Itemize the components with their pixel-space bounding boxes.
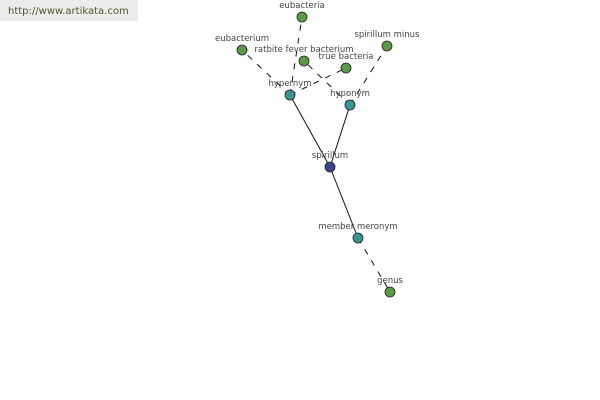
node-eubacteria[interactable] [296,11,308,23]
node-label-hypernym: hypernym [268,79,311,89]
node-hyponym[interactable] [344,99,356,111]
node-label-true_bacteria: true bacteria [318,52,373,62]
node-label-member_meronym: member meronym [318,222,397,232]
node-spirillum[interactable] [324,161,336,173]
node-genus[interactable] [384,286,396,298]
node-hypernym[interactable] [284,89,296,101]
edge-hypernym-eubacterium [241,49,291,96]
edge-spirillum-member_meronym [329,166,359,239]
node-label-hyponym: hyponym [330,89,370,99]
edge-hypernym-true_bacteria [289,67,347,96]
node-member_meronym[interactable] [352,232,364,244]
edge-member_meronym-genus [357,237,391,293]
edge-spirillum-hypernym [289,94,331,168]
node-label-spirillum_minus: spirillum minus [355,30,421,40]
edge-hypernym-eubacteria [289,16,303,96]
edge-spirillum-hyponym [329,104,351,168]
site-link[interactable]: http://www.artikata.com [0,0,138,21]
node-label-eubacteria: eubacteria [279,1,325,11]
edge-hyponym-ratbite [303,60,351,106]
node-label-genus: genus [377,276,403,286]
node-eubacterium[interactable] [236,44,248,56]
node-label-spirillum: spirillum [312,151,348,161]
node-ratbite[interactable] [298,55,310,67]
node-label-eubacterium: eubacterium [215,34,269,44]
node-true_bacteria[interactable] [340,62,352,74]
node-spirillum_minus[interactable] [381,40,393,52]
node-label-ratbite: ratbite fever bacterium [254,45,353,55]
